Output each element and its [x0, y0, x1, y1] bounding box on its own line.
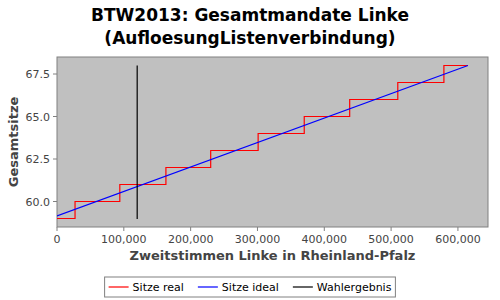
- y-tick: [53, 159, 57, 160]
- legend-label: Wahlergebnis: [317, 281, 392, 294]
- series-group: [57, 66, 468, 220]
- x-tick: [123, 227, 124, 231]
- legend-swatch: [109, 286, 129, 287]
- legend-label: Sitze ideal: [222, 281, 279, 294]
- plot-area: [57, 57, 488, 227]
- x-tick: [391, 227, 392, 231]
- y-axis-label: Gesamtsitze: [6, 97, 21, 188]
- legend-box: [105, 277, 396, 297]
- x-tick-label: 500,000: [368, 233, 414, 246]
- x-tick-label: 600,000: [435, 233, 481, 246]
- x-tick: [257, 227, 258, 231]
- title-line: BTW2013: Gesamtmandate Linke: [91, 5, 409, 25]
- title-line: (AufloesungListenverbindung): [104, 28, 395, 48]
- series-line: [57, 66, 468, 219]
- x-tick: [324, 227, 325, 231]
- y-tick-label: 62.5: [26, 153, 51, 166]
- y-tick-label: 60.0: [26, 196, 51, 209]
- legend-label: Sitze real: [133, 281, 184, 294]
- series-line: [57, 66, 468, 216]
- chart: BTW2013: Gesamtmandate Linke (AufloesungL…: [0, 0, 500, 300]
- y-tick: [53, 116, 57, 117]
- y-tick-label: 65.0: [26, 111, 51, 124]
- x-tick: [190, 227, 191, 231]
- x-tick-label: 300,000: [235, 233, 281, 246]
- x-tick: [457, 227, 458, 231]
- legend-swatch: [293, 286, 313, 287]
- x-tick: [57, 227, 58, 231]
- x-tick-label: 0: [54, 233, 61, 246]
- x-axis-label: Zweitstimmen Linke in Rheinland-Pfalz: [130, 248, 416, 263]
- x-tick-label: 100,000: [101, 233, 147, 246]
- x-tick-label: 200,000: [168, 233, 214, 246]
- y-tick: [53, 201, 57, 202]
- title: BTW2013: Gesamtmandate Linke (AufloesungL…: [91, 5, 409, 48]
- x-tick-label: 400,000: [302, 233, 348, 246]
- legend-swatch: [198, 286, 218, 287]
- y-tick: [53, 74, 57, 75]
- legend: Sitze real Sitze ideal Wahlergebnis: [105, 277, 396, 297]
- series-line: [137, 66, 138, 220]
- y-tick-label: 67.5: [26, 68, 51, 81]
